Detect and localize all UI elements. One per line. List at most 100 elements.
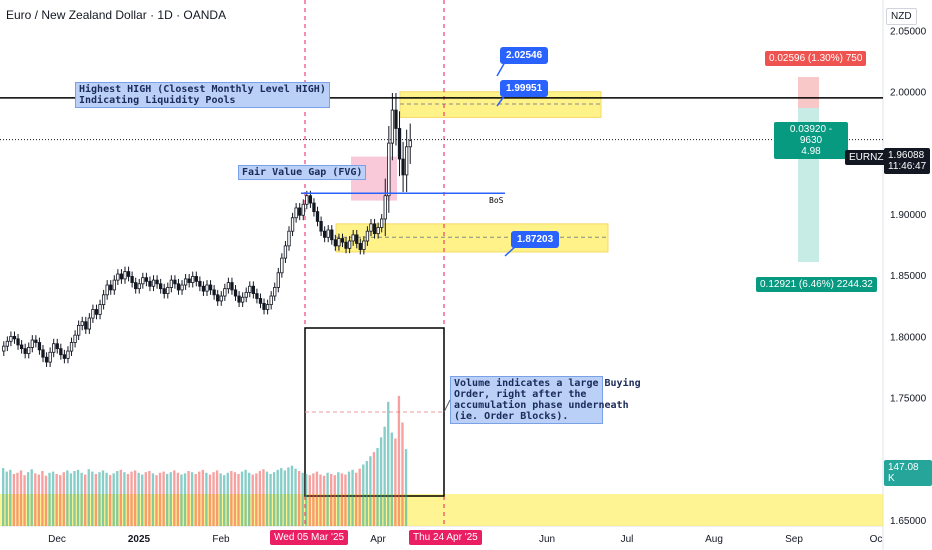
volume-bar [340, 473, 344, 526]
candle-body [308, 195, 313, 204]
volume-bar [237, 473, 240, 526]
y-tick-label: 1.85000 [890, 271, 927, 282]
volume-bar [248, 472, 251, 526]
highest-high-note: Highest HIGH (Closest Monthly Level HIGH… [75, 82, 330, 108]
position-risk-zone [798, 77, 819, 108]
volume-bar [108, 475, 112, 526]
volume-bar [194, 473, 197, 526]
candle-body [98, 304, 102, 315]
candle-body [294, 207, 298, 219]
volume-bar [166, 473, 169, 526]
volume-bar [9, 469, 12, 526]
candle-body [365, 230, 370, 242]
candle-body [390, 109, 395, 144]
volume-bar [51, 471, 55, 526]
volume-bar [322, 475, 326, 526]
volume-bar [183, 473, 187, 526]
candle-body [305, 195, 309, 205]
candle-body [244, 291, 248, 298]
x-tick-label: Dec [48, 534, 66, 545]
symbol-tag: EURNZD [845, 150, 895, 165]
volume-bar [148, 471, 151, 526]
candle-body [394, 109, 398, 129]
volume-bar [208, 474, 212, 526]
volume-bar [133, 470, 137, 526]
x-tick-label: Feb [212, 534, 230, 545]
candle-body [69, 342, 74, 352]
volume-bar [347, 471, 351, 526]
position-reward-label: 0.12921 (6.46%) 2244.32 [756, 277, 877, 292]
volume-bar [130, 471, 133, 526]
volume-bar [162, 471, 165, 526]
candle-body [41, 349, 45, 358]
candle-body [401, 158, 405, 176]
candle-body [330, 229, 334, 241]
countdown: 11:46:47 [888, 161, 927, 172]
candle-body [376, 227, 380, 235]
candle-body [109, 284, 113, 291]
volume-bar [126, 473, 130, 526]
volume-bar [48, 472, 51, 526]
candle-body [112, 279, 116, 291]
candle-body [280, 257, 284, 274]
candle-body [380, 218, 384, 228]
x-tick-label: Jun [539, 534, 555, 545]
volume-bar [201, 469, 205, 526]
candle-body [372, 223, 377, 235]
volume-bar [226, 472, 229, 526]
candle-body [230, 282, 234, 291]
volume-bar [269, 473, 272, 526]
candle-body [16, 338, 20, 346]
volume-bar [251, 474, 254, 526]
candle-body [73, 334, 77, 343]
candle-body [155, 279, 159, 285]
volume-bar [55, 473, 58, 526]
volume-bar [41, 471, 44, 526]
y-tick-label: 2.00000 [890, 88, 927, 99]
volume-bar [219, 473, 222, 526]
volume-bar [333, 475, 336, 526]
candle-body [276, 272, 280, 288]
volume-bar [280, 468, 283, 526]
volume-bar [26, 472, 30, 526]
candle-body [362, 240, 366, 250]
candle-body [405, 146, 409, 176]
volume-bar [401, 422, 404, 526]
position-entry-line1: 0.03920 - 9630 [789, 124, 833, 146]
volume-bar [62, 472, 65, 526]
volume-bar [2, 468, 5, 526]
callout-top-price: 2.02546 [500, 47, 549, 64]
volume-bar [383, 426, 386, 526]
candle-body [208, 284, 213, 291]
candle-body [151, 279, 156, 287]
volume-zone [0, 494, 883, 526]
volume-bar [158, 472, 162, 526]
volume-bar [390, 432, 393, 526]
volume-bar [376, 447, 379, 526]
candle-body [183, 278, 188, 286]
volume-bar [319, 474, 322, 526]
candle-body [159, 283, 163, 290]
candle-body [126, 271, 131, 277]
candle-body [191, 276, 195, 283]
candle-body [241, 296, 245, 303]
y-tick-label: 1.65000 [890, 516, 927, 527]
candle-body [77, 324, 81, 336]
volume-bar [30, 469, 33, 526]
candle-body [233, 289, 238, 297]
volume-bar [330, 473, 333, 526]
currency-button[interactable]: NZD [886, 8, 917, 25]
candle-body [315, 211, 320, 222]
volume-bar [276, 469, 279, 526]
volume-note-pointer [443, 399, 451, 413]
volume-bar [404, 449, 408, 526]
date-marker-start: Wed 05 Mar '25 [270, 530, 349, 545]
volume-bar [112, 473, 115, 526]
x-tick-label: Jul [621, 534, 634, 545]
volume-bar [326, 472, 329, 526]
candle-body [298, 207, 302, 216]
candle-body [105, 284, 109, 296]
volume-bar [301, 472, 304, 526]
volume-bar [223, 475, 226, 526]
